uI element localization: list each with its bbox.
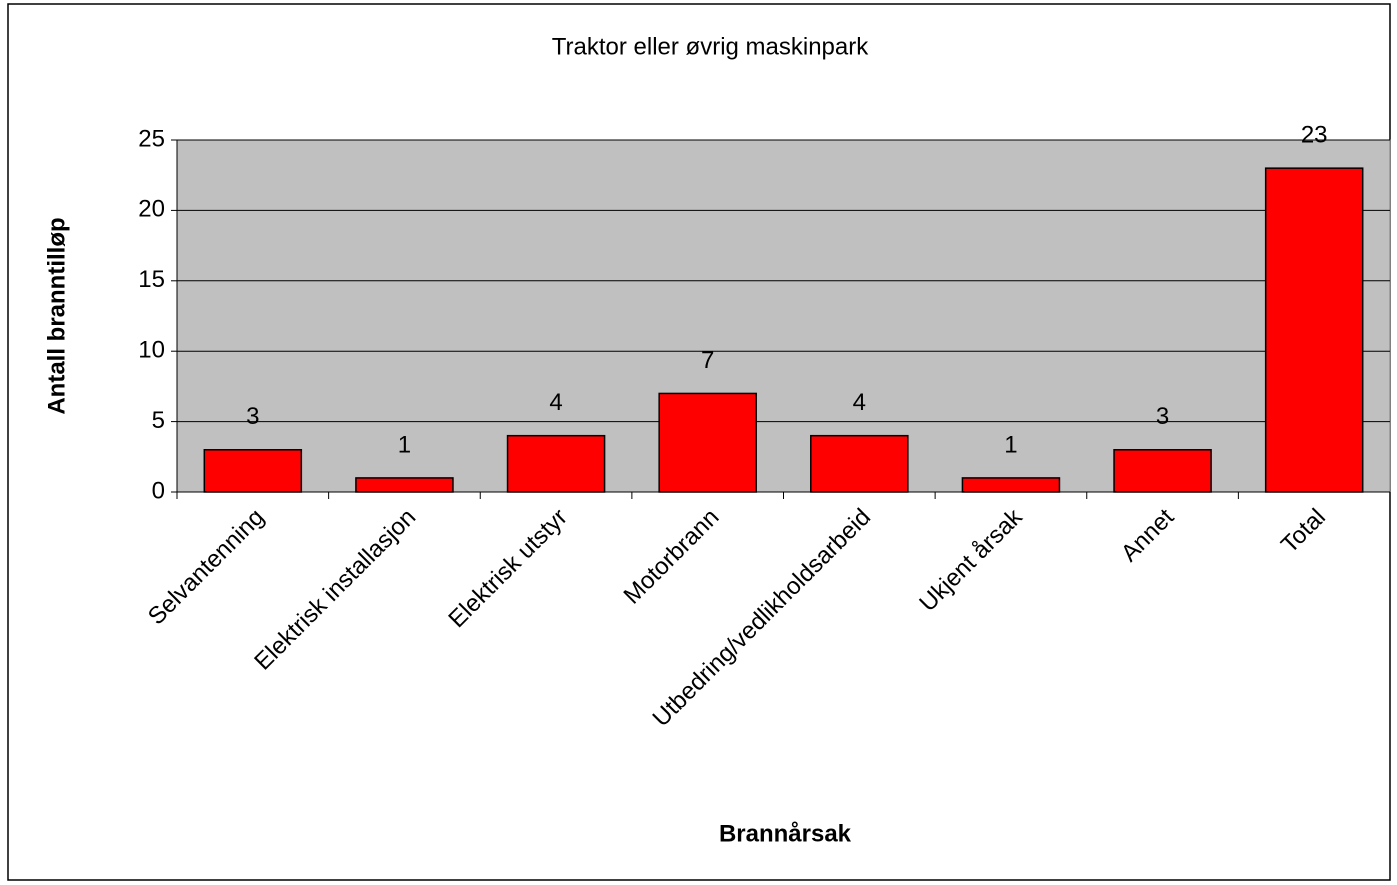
chart-title: Traktor eller øvrig maskinpark <box>552 33 870 60</box>
bar <box>658 392 757 493</box>
y-tick-label: 20 <box>138 196 165 223</box>
y-tick-label: 25 <box>138 125 165 152</box>
bar <box>810 434 909 493</box>
data-label: 3 <box>246 403 259 430</box>
data-label: 7 <box>701 347 714 374</box>
bar <box>1113 449 1212 493</box>
bar <box>203 449 303 493</box>
bar <box>961 477 1061 493</box>
data-label: 1 <box>1004 431 1017 458</box>
x-axis-label: Brannårsak <box>719 820 852 847</box>
data-label: 1 <box>398 431 411 458</box>
bar <box>1264 167 1364 493</box>
data-label: 4 <box>549 389 562 416</box>
data-label: 23 <box>1301 122 1328 149</box>
y-tick-label: 10 <box>138 337 165 364</box>
bar <box>506 434 606 493</box>
y-axis-label: Antall branntilløp <box>43 217 70 414</box>
data-label: 3 <box>1156 403 1169 430</box>
data-label: 4 <box>853 389 866 416</box>
bar <box>355 477 454 493</box>
y-tick-label: 5 <box>152 407 165 434</box>
y-tick-label: 15 <box>138 266 165 293</box>
plot-area <box>176 139 1391 493</box>
y-tick-label: 0 <box>152 477 165 504</box>
